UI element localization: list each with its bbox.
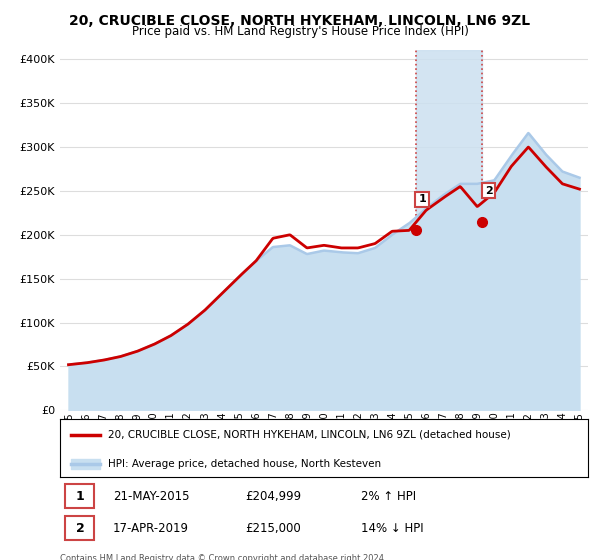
FancyBboxPatch shape — [65, 516, 94, 540]
Text: 1: 1 — [76, 489, 85, 503]
Text: 21-MAY-2015: 21-MAY-2015 — [113, 489, 190, 503]
Text: 20, CRUCIBLE CLOSE, NORTH HYKEHAM, LINCOLN, LN6 9ZL (detached house): 20, CRUCIBLE CLOSE, NORTH HYKEHAM, LINCO… — [107, 430, 510, 440]
Text: 17-APR-2019: 17-APR-2019 — [113, 521, 189, 535]
Text: 2% ↑ HPI: 2% ↑ HPI — [361, 489, 416, 503]
FancyBboxPatch shape — [65, 484, 94, 508]
Text: Contains HM Land Registry data © Crown copyright and database right 2024.
This d: Contains HM Land Registry data © Crown c… — [60, 554, 386, 560]
Text: 20, CRUCIBLE CLOSE, NORTH HYKEHAM, LINCOLN, LN6 9ZL: 20, CRUCIBLE CLOSE, NORTH HYKEHAM, LINCO… — [70, 14, 530, 28]
Text: 2: 2 — [76, 521, 85, 535]
Text: 14% ↓ HPI: 14% ↓ HPI — [361, 521, 424, 535]
Text: Price paid vs. HM Land Registry's House Price Index (HPI): Price paid vs. HM Land Registry's House … — [131, 25, 469, 38]
Text: 2: 2 — [485, 185, 493, 195]
Text: £204,999: £204,999 — [245, 489, 301, 503]
Text: HPI: Average price, detached house, North Kesteven: HPI: Average price, detached house, Nort… — [107, 459, 380, 469]
Text: 1: 1 — [418, 194, 426, 204]
Text: £215,000: £215,000 — [245, 521, 301, 535]
Bar — [416, 50, 482, 410]
